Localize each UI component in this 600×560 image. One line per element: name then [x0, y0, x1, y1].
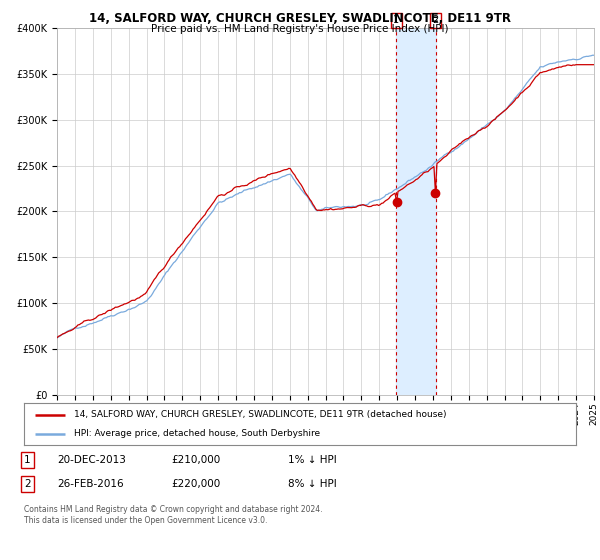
Text: 8% ↓ HPI: 8% ↓ HPI: [288, 479, 337, 489]
Text: 1: 1: [24, 455, 31, 465]
Text: 2: 2: [433, 15, 439, 25]
Text: 14, SALFORD WAY, CHURCH GRESLEY, SWADLINCOTE, DE11 9TR (detached house): 14, SALFORD WAY, CHURCH GRESLEY, SWADLIN…: [74, 410, 446, 419]
Text: HPI: Average price, detached house, South Derbyshire: HPI: Average price, detached house, Sout…: [74, 430, 320, 438]
Text: 26-FEB-2016: 26-FEB-2016: [57, 479, 124, 489]
Text: Contains HM Land Registry data © Crown copyright and database right 2024.
This d: Contains HM Land Registry data © Crown c…: [24, 505, 323, 525]
Text: 1: 1: [394, 15, 400, 25]
Text: £220,000: £220,000: [171, 479, 220, 489]
Text: 1% ↓ HPI: 1% ↓ HPI: [288, 455, 337, 465]
Text: 14, SALFORD WAY, CHURCH GRESLEY, SWADLINCOTE, DE11 9TR: 14, SALFORD WAY, CHURCH GRESLEY, SWADLIN…: [89, 12, 511, 25]
Text: 2: 2: [24, 479, 31, 489]
Bar: [397, 28, 436, 395]
Text: Price paid vs. HM Land Registry's House Price Index (HPI): Price paid vs. HM Land Registry's House …: [151, 24, 449, 34]
Text: £210,000: £210,000: [171, 455, 220, 465]
Text: 20-DEC-2013: 20-DEC-2013: [57, 455, 126, 465]
